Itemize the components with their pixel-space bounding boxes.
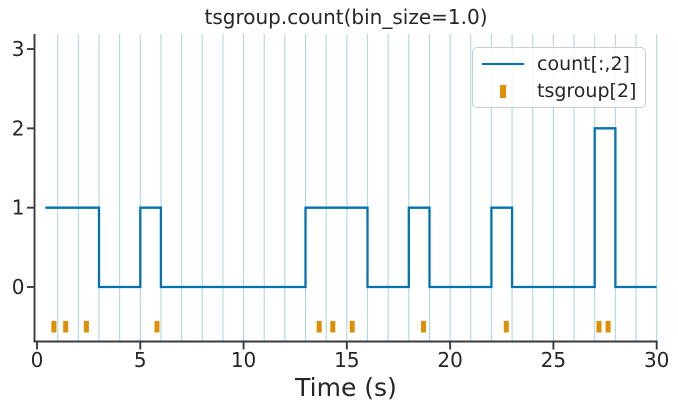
- spike-marker: [51, 320, 57, 333]
- legend-entry-tsgroup: tsgroup[2]: [473, 78, 645, 106]
- x-tick-label: 20: [437, 348, 462, 372]
- y-tick-label: 3: [12, 37, 25, 61]
- x-tick-label: 15: [334, 348, 359, 372]
- spike-marker: [605, 320, 611, 333]
- chart-title: tsgroup.count(bin_size=1.0): [204, 5, 488, 29]
- count-step-line: [45, 127, 657, 289]
- legend: count[:,2] tsgroup[2]: [472, 47, 646, 108]
- x-axis-label: Time (s): [295, 373, 397, 402]
- legend-label-count: count[:,2]: [537, 52, 630, 75]
- legend-line-swatch: [479, 62, 527, 65]
- spike-marker: [349, 320, 355, 333]
- x-tick-label: 0: [31, 348, 44, 372]
- spike-marker: [316, 320, 322, 333]
- spike-marker: [330, 320, 336, 333]
- spike-marker: [83, 320, 89, 333]
- y-tick-label: 1: [12, 196, 25, 220]
- spike-marker: [63, 320, 69, 333]
- x-tick-label: 25: [541, 348, 566, 372]
- legend-entry-count: count[:,2]: [473, 50, 645, 78]
- x-tick-label: 30: [644, 348, 669, 372]
- spike-marker: [421, 320, 426, 333]
- spike-marker: [154, 320, 160, 333]
- spike-marker: [596, 320, 602, 333]
- legend-label-tsgroup: tsgroup[2]: [537, 80, 637, 103]
- count-line-icon: [482, 62, 524, 65]
- spike-marker: [503, 320, 509, 333]
- y-tick-label: 2: [12, 116, 25, 140]
- legend-tick-swatch: [479, 84, 527, 98]
- x-tick-label: 10: [231, 348, 256, 372]
- x-tick-label: 5: [134, 348, 147, 372]
- y-tick-label: 0: [12, 275, 25, 299]
- event-tick-icon: [500, 84, 506, 98]
